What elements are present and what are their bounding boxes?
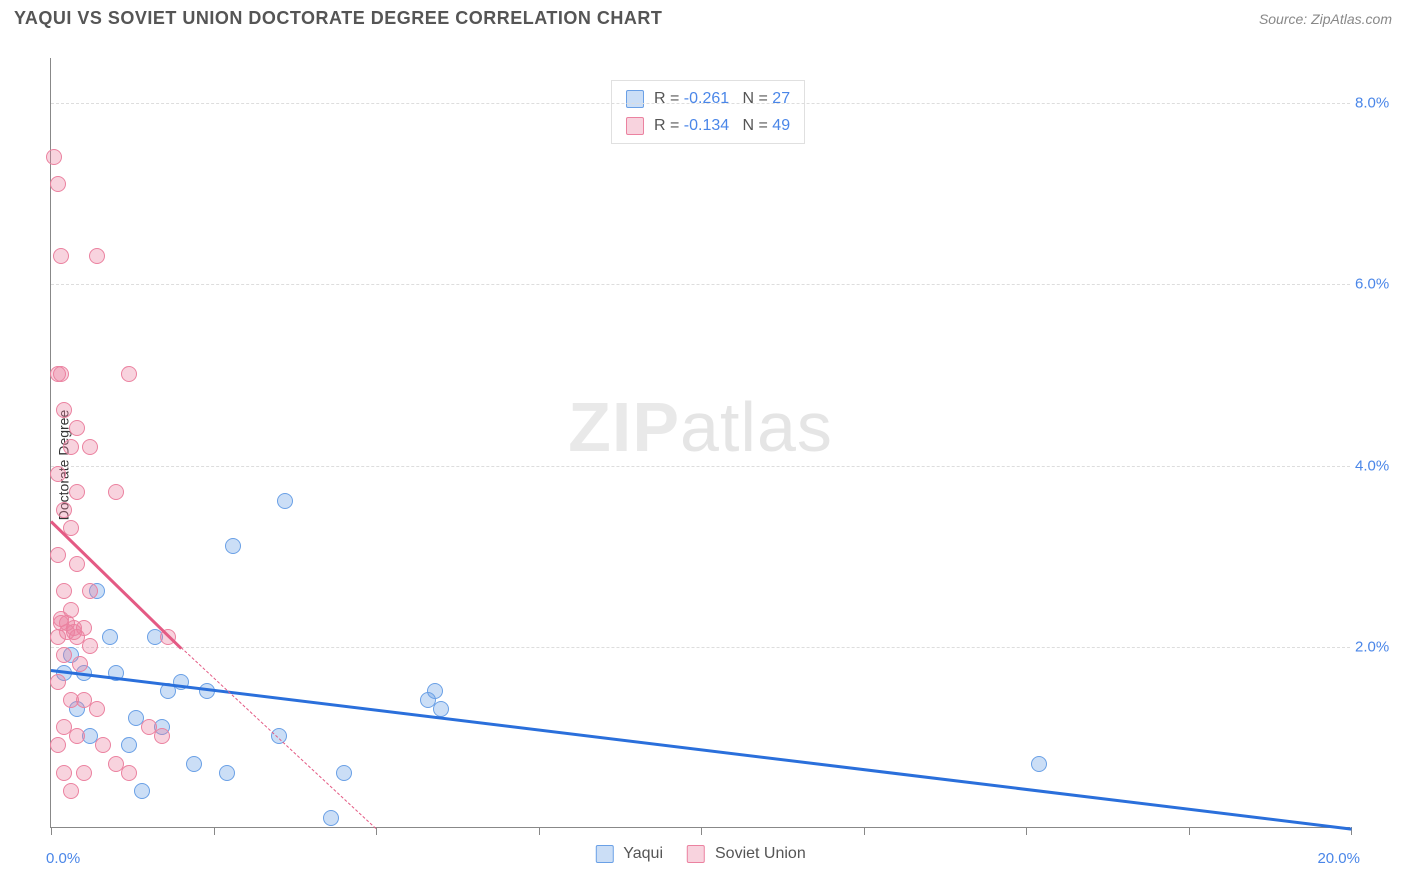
data-point	[186, 756, 202, 772]
data-point	[69, 484, 85, 500]
data-point	[154, 728, 170, 744]
data-point	[69, 728, 85, 744]
legend-item: Soviet Union	[687, 845, 806, 862]
legend-row: R = -0.261 N = 27	[626, 85, 790, 112]
data-point	[69, 556, 85, 572]
x-axis-max-label: 20.0%	[1317, 850, 1360, 867]
data-point	[50, 547, 66, 563]
gridline	[51, 284, 1350, 285]
x-axis-min-label: 0.0%	[46, 850, 80, 867]
gridline	[51, 103, 1350, 104]
legend-item: Yaqui	[595, 845, 663, 862]
data-point	[46, 149, 62, 165]
chart-area: Doctorate Degree ZIPatlas R = -0.261 N =…	[0, 38, 1406, 892]
data-point	[121, 737, 137, 753]
legend-r-label: R =	[654, 90, 684, 107]
data-point	[427, 683, 443, 699]
x-tick	[701, 827, 702, 835]
data-point	[225, 538, 241, 554]
data-point	[121, 366, 137, 382]
y-tick-label: 8.0%	[1355, 95, 1405, 112]
data-point	[53, 366, 69, 382]
data-point	[82, 583, 98, 599]
legend-swatch	[626, 117, 644, 135]
data-point	[102, 629, 118, 645]
series-legend: Yaqui Soviet Union	[583, 845, 817, 863]
legend-n-value: 49	[772, 117, 790, 134]
legend-row: R = -0.134 N = 49	[626, 112, 790, 139]
plot-region: ZIPatlas R = -0.261 N = 27R = -0.134 N =…	[50, 58, 1350, 828]
data-point	[277, 493, 293, 509]
x-tick	[214, 827, 215, 835]
legend-swatch	[687, 845, 705, 863]
data-point	[50, 674, 66, 690]
gridline	[51, 647, 1350, 648]
chart-title: YAQUI VS SOVIET UNION DOCTORATE DEGREE C…	[14, 8, 662, 29]
watermark: ZIPatlas	[568, 387, 833, 467]
legend-swatch	[595, 845, 613, 863]
data-point	[50, 737, 66, 753]
data-point	[66, 624, 82, 640]
trend-line	[51, 669, 1351, 831]
legend-label: Soviet Union	[715, 845, 806, 862]
data-point	[72, 656, 88, 672]
data-point	[336, 765, 352, 781]
source-label: Source: ZipAtlas.com	[1259, 11, 1392, 27]
data-point	[121, 765, 137, 781]
legend-r-value: -0.134	[684, 117, 729, 134]
legend-n-label: N =	[729, 117, 772, 134]
correlation-legend: R = -0.261 N = 27R = -0.134 N = 49	[611, 80, 805, 144]
x-tick	[51, 827, 52, 835]
x-tick	[1026, 827, 1027, 835]
chart-header: YAQUI VS SOVIET UNION DOCTORATE DEGREE C…	[0, 0, 1406, 35]
data-point	[219, 765, 235, 781]
data-point	[56, 765, 72, 781]
legend-n-value: 27	[772, 90, 790, 107]
data-point	[63, 439, 79, 455]
data-point	[82, 439, 98, 455]
legend-swatch	[626, 90, 644, 108]
x-tick	[1189, 827, 1190, 835]
data-point	[433, 701, 449, 717]
data-point	[56, 583, 72, 599]
y-tick-label: 4.0%	[1355, 457, 1405, 474]
legend-n-label: N =	[729, 90, 772, 107]
y-tick-label: 6.0%	[1355, 276, 1405, 293]
data-point	[108, 484, 124, 500]
legend-label: Yaqui	[623, 845, 663, 862]
trend-line	[181, 647, 377, 829]
data-point	[89, 701, 105, 717]
data-point	[1031, 756, 1047, 772]
data-point	[53, 248, 69, 264]
data-point	[56, 502, 72, 518]
data-point	[323, 810, 339, 826]
data-point	[63, 783, 79, 799]
data-point	[95, 737, 111, 753]
data-point	[76, 765, 92, 781]
x-tick	[1351, 827, 1352, 835]
data-point	[50, 466, 66, 482]
legend-r-value: -0.261	[684, 90, 729, 107]
data-point	[82, 638, 98, 654]
y-tick-label: 2.0%	[1355, 638, 1405, 655]
legend-r-label: R =	[654, 117, 684, 134]
gridline	[51, 466, 1350, 467]
data-point	[134, 783, 150, 799]
data-point	[69, 420, 85, 436]
data-point	[50, 176, 66, 192]
data-point	[89, 248, 105, 264]
data-point	[56, 402, 72, 418]
x-tick	[539, 827, 540, 835]
x-tick	[864, 827, 865, 835]
data-point	[56, 647, 72, 663]
